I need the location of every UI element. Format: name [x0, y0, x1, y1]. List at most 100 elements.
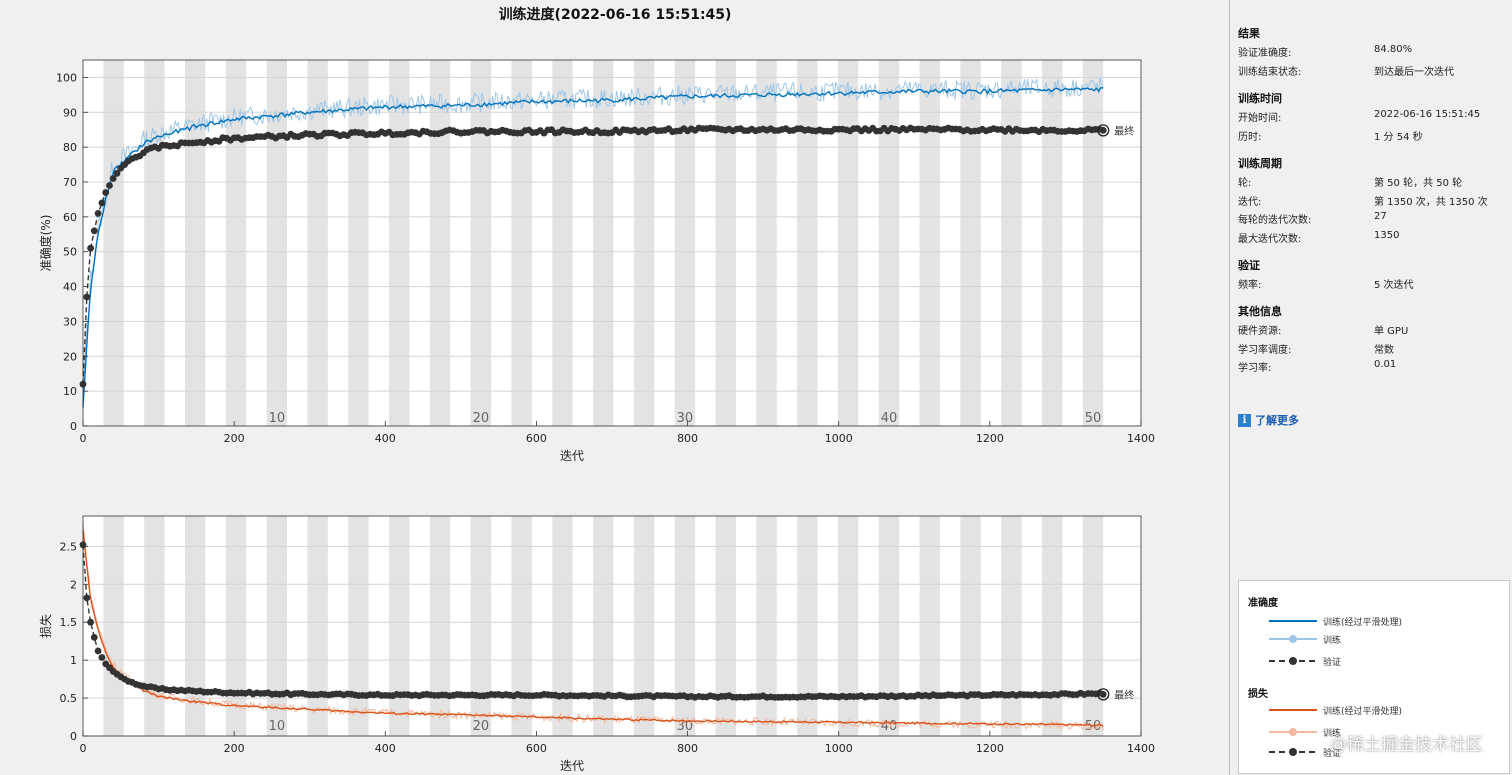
- acc-val-point: [102, 189, 110, 196]
- x-tick-label: 0: [80, 742, 87, 755]
- x-tick-label: 800: [677, 742, 698, 755]
- epoch-band: [307, 516, 328, 736]
- results-title: 结果: [1238, 27, 1260, 40]
- frequency-value: 5 次迭代: [1374, 280, 1414, 291]
- epoch-band: [389, 60, 410, 426]
- epoch-band: [960, 516, 981, 736]
- epoch-label: 轮:: [1238, 178, 1252, 189]
- x-tick-label: 1400: [1127, 432, 1155, 445]
- x-tick-label: 1000: [825, 432, 853, 445]
- epoch-band: [1042, 516, 1063, 736]
- loss-val-point: [87, 618, 94, 626]
- learning-rate-label: 学习率:: [1238, 363, 1272, 374]
- val-acc-value: 84.80%: [1374, 44, 1413, 55]
- epoch-band: [1042, 60, 1063, 426]
- learn-more-link[interactable]: i 了解更多: [1238, 412, 1299, 428]
- acc-val-point: [1099, 126, 1107, 134]
- status-value: 到达最后一次迭代: [1374, 67, 1454, 78]
- epoch-band: [185, 60, 206, 426]
- acc-y-axis-label: 准确度(%): [38, 215, 53, 272]
- iteration-label: 迭代:: [1238, 197, 1262, 208]
- acc-axes-box: [82, 59, 1142, 427]
- max-iter-value: 1350: [1374, 230, 1400, 241]
- epoch-band: [225, 516, 247, 736]
- epoch-label: 50: [1085, 411, 1102, 426]
- x-tick-label: 800: [677, 432, 698, 445]
- max-iter-label: 最大迭代次数:: [1238, 234, 1302, 245]
- learn-more-label: 了解更多: [1255, 414, 1299, 427]
- x-tick-label: 0: [80, 432, 87, 445]
- legend-acc-smooth-label: 训练(经过平滑处理): [1323, 618, 1403, 628]
- iteration-value: 第 1350 次，共 1350 次: [1374, 197, 1488, 208]
- y-tick-label: 40: [63, 281, 77, 294]
- x-tick-label: 200: [224, 432, 245, 445]
- legend-loss-val-marker: [1269, 748, 1317, 756]
- loss-val-point: [1099, 690, 1107, 698]
- iter-per-epoch-label: 每轮的迭代次数:: [1238, 215, 1312, 226]
- acc-final-marker: [1097, 124, 1110, 137]
- epoch-band: [593, 60, 614, 426]
- epoch-band: [389, 516, 410, 736]
- loss-val-point: [83, 594, 91, 602]
- epoch-band: [1082, 60, 1104, 426]
- epoch-band: [674, 60, 696, 426]
- start-time-value: 2022-06-16 15:51:45: [1374, 109, 1481, 120]
- x-tick-label: 1200: [976, 742, 1004, 755]
- epoch-label: 10: [269, 719, 286, 734]
- epoch-band: [470, 516, 492, 736]
- legend-acc-val-marker: [1269, 657, 1317, 665]
- epoch-band: [919, 516, 940, 736]
- epoch-band: [185, 516, 206, 736]
- acc-final-label: 最终: [1114, 124, 1134, 137]
- panel-divider: [1229, 0, 1230, 775]
- epoch-label: 40: [881, 411, 898, 426]
- other-info-title: 其他信息: [1238, 305, 1282, 318]
- acc-val-point: [94, 210, 102, 217]
- loss-val-point: [98, 654, 106, 661]
- x-tick-label: 400: [375, 432, 396, 445]
- epoch-band: [103, 516, 124, 736]
- legend-loss-train-label: 训练: [1323, 729, 1342, 739]
- acc-val-point: [109, 175, 117, 182]
- iter-per-epoch-value: 27: [1374, 211, 1387, 222]
- legend-acc-smooth-line: [1269, 620, 1317, 622]
- y-tick-label: 90: [63, 106, 77, 119]
- epoch-band: [552, 60, 573, 426]
- epoch-label: 20: [473, 411, 490, 426]
- x-tick-label: 200: [224, 742, 245, 755]
- epoch-band: [633, 60, 655, 426]
- epoch-band: [1001, 60, 1022, 426]
- epoch-band: [1082, 516, 1104, 736]
- cycle-title: 训练周期: [1238, 157, 1282, 170]
- info-panel: 结果 验证准确度: 84.80% 训练结束状态: 到达最后一次迭代 训练时间 开…: [1230, 0, 1512, 775]
- epoch-band: [1001, 516, 1022, 736]
- y-tick-label: 1.5: [60, 616, 78, 629]
- epoch-label: 20: [473, 719, 490, 734]
- x-tick-label: 600: [526, 432, 547, 445]
- acc-val-point: [87, 244, 94, 252]
- acc-train-smooth-line: [82, 87, 1104, 408]
- epoch-band: [429, 516, 451, 736]
- epoch-band: [348, 60, 369, 426]
- epoch-band: [552, 516, 573, 736]
- y-tick-label: 100: [56, 71, 77, 84]
- lr-schedule-value: 常数: [1374, 345, 1394, 356]
- legend-loss-val-label: 验证: [1323, 749, 1342, 759]
- acc-x-axis-label: 迭代: [560, 449, 584, 463]
- status-label: 训练结束状态:: [1238, 67, 1302, 78]
- y-tick-label: 80: [63, 141, 77, 154]
- epoch-band: [307, 60, 328, 426]
- epoch-band: [919, 60, 940, 426]
- loss-final-marker: [1097, 688, 1110, 701]
- learning-rate-value: 0.01: [1374, 359, 1397, 370]
- epoch-label: 30: [677, 411, 694, 426]
- hardware-value: 单 GPU: [1374, 326, 1409, 337]
- epoch-band: [756, 516, 777, 736]
- loss-axes-box: [82, 515, 1142, 737]
- loss-final-label: 最终: [1114, 688, 1134, 701]
- val-acc-label: 验证准确度:: [1238, 48, 1292, 59]
- validation-title: 验证: [1238, 259, 1260, 272]
- y-tick-label: 0.5: [60, 692, 78, 705]
- acc-val-point: [106, 182, 113, 189]
- acc-val-point: [98, 199, 106, 207]
